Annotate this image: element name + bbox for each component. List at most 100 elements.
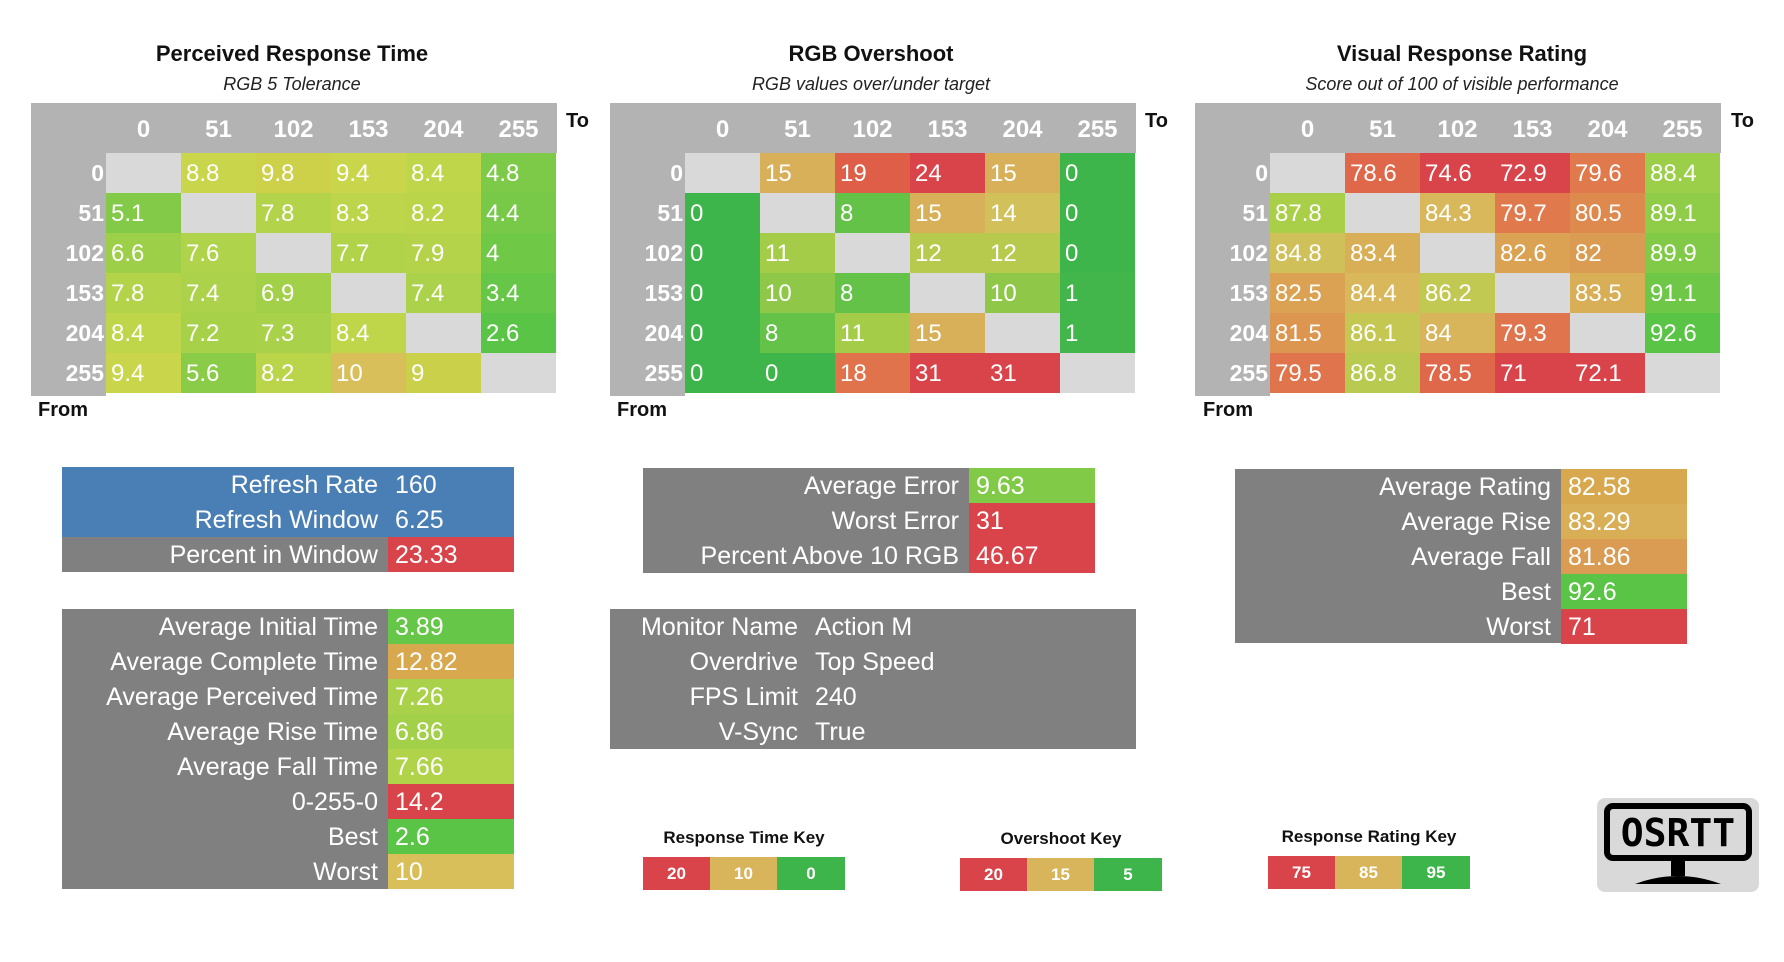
matrix-cell: 79.6 bbox=[1570, 153, 1645, 193]
matrix-cell: 5.6 bbox=[181, 353, 256, 393]
stat-row: Average Perceived Time 7.26 bbox=[62, 679, 514, 714]
matrix-cell: 0 bbox=[1060, 233, 1135, 273]
column-header: 0 bbox=[136, 116, 151, 143]
matrix-cell bbox=[331, 273, 406, 313]
refresh-panel: Refresh Rate 160 Refresh Window 6.25 Percent… bbox=[62, 467, 514, 572]
matrix-cell: 72.1 bbox=[1570, 353, 1645, 393]
matrix-cell bbox=[910, 273, 985, 313]
stat-label: Refresh Rate bbox=[62, 467, 388, 502]
key-cell: 75 bbox=[1268, 856, 1335, 889]
matrix-cell: 71 bbox=[1495, 353, 1570, 393]
monitor-icon: OSRTT bbox=[1604, 803, 1752, 884]
stat-value: Top Speed bbox=[815, 648, 935, 676]
matrix-cell: 8.8 bbox=[181, 153, 256, 193]
response-time-matrix: 0 51 102 153 204 255 0 8.8 9.8 9.4 8.4 4.8 51 5.1 7.8 8… bbox=[31, 103, 557, 396]
matrix-cell: 5.1 bbox=[106, 193, 181, 233]
matrix-cell: 92.6 bbox=[1645, 313, 1720, 353]
stat-label: Best bbox=[1500, 578, 1551, 606]
matrix-cell: 31 bbox=[910, 353, 985, 393]
row-header: 0 bbox=[1255, 160, 1268, 186]
stat-label: Worst bbox=[313, 858, 378, 886]
stat-row: Average Initial Time 3.89 bbox=[62, 609, 514, 644]
matrix-cell: 3.4 bbox=[481, 273, 556, 313]
matrix-cell: 80.5 bbox=[1570, 193, 1645, 233]
matrix-cell bbox=[1495, 273, 1570, 313]
matrix-cell bbox=[106, 153, 181, 193]
stat-label: 0-255-0 bbox=[291, 788, 378, 816]
matrix-cell: 88.4 bbox=[1645, 153, 1720, 193]
matrix-cell: 89.1 bbox=[1645, 193, 1720, 233]
matrix-title-rating: Visual Response Rating bbox=[1336, 41, 1588, 66]
stat-value: 14.2 bbox=[388, 784, 514, 819]
row-header: 153 bbox=[644, 280, 683, 306]
column-header: 51 bbox=[1369, 116, 1396, 143]
matrix-title-overshoot: RGB Overshoot bbox=[788, 41, 954, 66]
column-header: 102 bbox=[273, 116, 314, 143]
matrix-cell: 15 bbox=[760, 153, 835, 193]
stat-value: 160 bbox=[388, 467, 514, 502]
matrix-cell: 12 bbox=[985, 233, 1060, 273]
matrix-subtitle-response-time: RGB 5 Tolerance bbox=[223, 74, 361, 94]
matrix-cell: 7.3 bbox=[256, 313, 331, 353]
matrix-cell: 8.2 bbox=[256, 353, 331, 393]
matrix-cell: 79.7 bbox=[1495, 193, 1570, 233]
key-cell: 0 bbox=[777, 857, 845, 890]
stat-row: V-Sync True bbox=[610, 714, 1136, 749]
matrix-cell: 9.8 bbox=[256, 153, 331, 193]
row-header: 0 bbox=[670, 160, 683, 186]
stat-value: Action M bbox=[815, 613, 913, 641]
stat-value: 46.67 bbox=[969, 538, 1095, 573]
matrix-cell bbox=[760, 193, 835, 233]
stat-value: 240 bbox=[815, 683, 857, 711]
row-header: 0 bbox=[91, 160, 104, 186]
rating-key-title: Response Rating Key bbox=[1281, 827, 1457, 846]
matrix-cell: 84.8 bbox=[1270, 233, 1345, 273]
stat-label: Average Fall bbox=[1411, 543, 1551, 571]
matrix-cell: 83.4 bbox=[1345, 233, 1420, 273]
row-header: 51 bbox=[1242, 200, 1268, 226]
column-header: 153 bbox=[348, 116, 389, 143]
column-header: 102 bbox=[852, 116, 893, 143]
column-header: 204 bbox=[1587, 116, 1628, 143]
stat-label: Average Initial Time bbox=[158, 613, 378, 641]
stat-value: 81.86 bbox=[1561, 539, 1687, 574]
stat-value: 9.63 bbox=[969, 468, 1095, 503]
matrix-subtitle-overshoot: RGB values over/under target bbox=[751, 74, 991, 94]
matrix-cell: 0 bbox=[685, 193, 760, 233]
matrix-cell: 1 bbox=[1060, 273, 1135, 313]
matrix-cell bbox=[1420, 233, 1495, 273]
stat-label: Refresh Window bbox=[62, 502, 388, 537]
to-label-overshoot: To bbox=[1145, 110, 1168, 132]
matrix-cell: 8.2 bbox=[406, 193, 481, 233]
matrix-cell: 15 bbox=[985, 153, 1060, 193]
matrix-cell: 7.2 bbox=[181, 313, 256, 353]
row-header: 204 bbox=[644, 320, 683, 346]
matrix-cell: 8.4 bbox=[106, 313, 181, 353]
matrix-cell: 10 bbox=[985, 273, 1060, 313]
matrix-header-row bbox=[610, 103, 1136, 153]
stat-label: Average Perceived Time bbox=[106, 683, 378, 711]
key-cell: 15 bbox=[1027, 858, 1094, 891]
matrix-cell: 82 bbox=[1570, 233, 1645, 273]
stat-value: 92.6 bbox=[1561, 574, 1687, 609]
stat-value: 12.82 bbox=[388, 644, 514, 679]
row-header: 255 bbox=[65, 360, 104, 386]
stat-row: Best 2.6 bbox=[62, 819, 514, 854]
matrix-cell: 7.4 bbox=[181, 273, 256, 313]
stat-row: Average Fall Time 7.66 bbox=[62, 749, 514, 784]
stat-row: Overdrive Top Speed bbox=[610, 644, 1136, 679]
matrix-cell bbox=[685, 153, 760, 193]
stat-row: Average Rating 82.58 bbox=[1235, 469, 1687, 504]
matrix-cell: 1 bbox=[1060, 313, 1135, 353]
matrix-cell: 89.9 bbox=[1645, 233, 1720, 273]
stat-row: Refresh Rate 160 bbox=[62, 467, 514, 502]
matrix-cell: 7.7 bbox=[331, 233, 406, 273]
stat-row: Percent Above 10 RGB 46.67 bbox=[643, 538, 1095, 573]
stat-row: Average Fall 81.86 bbox=[1235, 539, 1687, 574]
matrix-cell: 91.1 bbox=[1645, 273, 1720, 313]
rating-stats-panel: Average Rating 82.58 Average Rise 83.29 Aver… bbox=[1235, 469, 1687, 644]
matrix-cell bbox=[481, 353, 556, 393]
matrix-cell bbox=[406, 313, 481, 353]
stat-value: 3.89 bbox=[388, 609, 514, 644]
row-header: 204 bbox=[65, 320, 104, 346]
